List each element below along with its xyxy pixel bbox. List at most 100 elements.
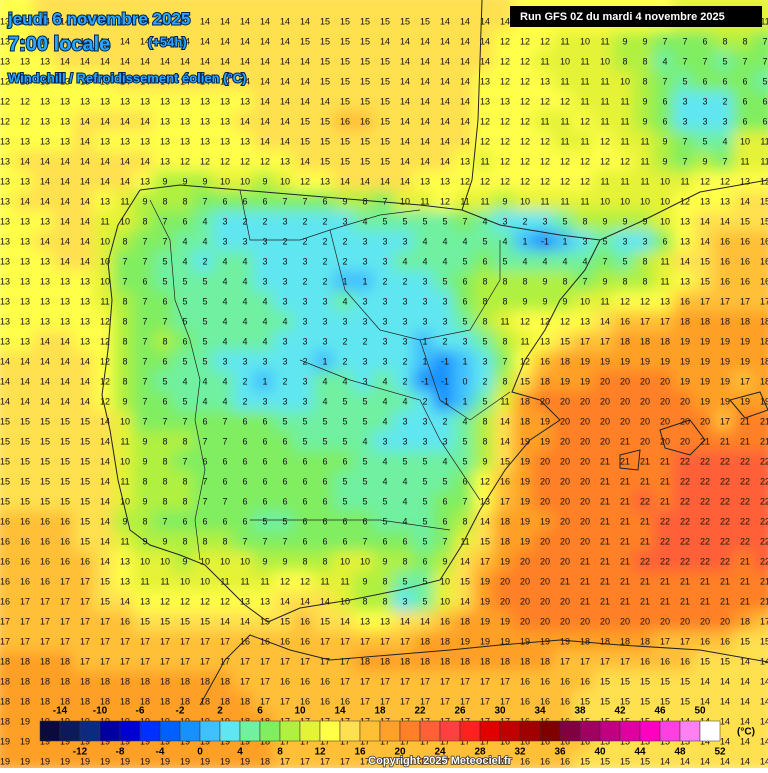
cell xyxy=(293,131,317,153)
cell xyxy=(113,171,137,193)
cell xyxy=(613,191,637,213)
cell-value: 5 xyxy=(462,436,467,446)
cell-value: 13 xyxy=(0,196,10,206)
cell-value: 4 xyxy=(222,316,227,326)
cell-value: 3 xyxy=(262,396,267,406)
cell-value: 7 xyxy=(142,376,147,386)
cell-value: 10 xyxy=(580,296,590,306)
cell-value: 18 xyxy=(580,636,590,646)
cell-value: 5 xyxy=(182,276,187,286)
cell-value: 10 xyxy=(100,236,110,246)
cell-value: 22 xyxy=(680,516,690,526)
cell-value: 14 xyxy=(200,16,210,26)
cell-value: 10 xyxy=(580,36,590,46)
cell xyxy=(713,451,737,473)
cell-value: 15 xyxy=(0,456,10,466)
cell-value: 6 xyxy=(202,516,207,526)
cell-value: 3 xyxy=(402,336,407,346)
cell-value: 14 xyxy=(740,696,750,706)
cell xyxy=(393,151,417,173)
cell xyxy=(93,591,117,613)
cell-value: 15 xyxy=(80,436,90,446)
cell xyxy=(0,631,17,653)
cell-value: 21 xyxy=(660,456,670,466)
cell-value: 9 xyxy=(162,176,167,186)
cell-value: 17 xyxy=(40,616,50,626)
cell-value: 11 xyxy=(460,196,469,206)
cell xyxy=(453,151,477,173)
cell xyxy=(713,391,737,413)
cell-value: 13 xyxy=(220,96,230,106)
cell xyxy=(33,591,57,613)
cell xyxy=(573,671,597,693)
cell-value: 22 xyxy=(760,556,768,566)
cell-value: 4 xyxy=(662,56,667,66)
colorbar-box xyxy=(319,720,341,742)
cell-value: 2 xyxy=(342,356,347,366)
cell-value: 9 xyxy=(282,556,287,566)
cell-value: 3 xyxy=(422,276,427,286)
cell xyxy=(573,371,597,393)
cell-value: 15 xyxy=(740,636,750,646)
cell xyxy=(273,431,297,453)
cell-value: 9 xyxy=(182,556,187,566)
cell-value: 15 xyxy=(720,656,730,666)
cell-value: 6 xyxy=(322,456,327,466)
cell-value: 19 xyxy=(600,356,610,366)
cell-value: 12 xyxy=(720,176,730,186)
cell-value: 14 xyxy=(80,356,90,366)
cell xyxy=(73,191,97,213)
cell xyxy=(393,31,417,53)
cell xyxy=(173,251,197,273)
cell-value: 21 xyxy=(620,476,630,486)
cell xyxy=(393,211,417,233)
cell xyxy=(413,531,437,553)
cell xyxy=(513,131,537,153)
cell xyxy=(413,631,437,653)
cell-value: 12 xyxy=(480,476,490,486)
cell-value: 15 xyxy=(340,76,350,86)
cell-value: 15 xyxy=(320,156,330,166)
cell xyxy=(673,671,697,693)
cell-value: 20 xyxy=(540,556,550,566)
cell xyxy=(653,231,677,253)
cell xyxy=(653,371,677,393)
cell xyxy=(353,691,377,713)
cell-value: 2 xyxy=(302,216,307,226)
cell-value: 18 xyxy=(760,316,768,326)
cell-value: 17 xyxy=(20,636,30,646)
cell xyxy=(33,411,57,433)
cell-value: 8 xyxy=(482,276,487,286)
cell xyxy=(653,511,677,533)
cell xyxy=(33,391,57,413)
cell xyxy=(753,71,768,93)
cell xyxy=(273,591,297,613)
cell-value: 7 xyxy=(202,496,207,506)
cell-value: 1 xyxy=(462,356,467,366)
cell-value: 3 xyxy=(702,96,707,106)
cell xyxy=(73,491,97,513)
cell xyxy=(53,231,77,253)
cell-value: 13 xyxy=(60,316,70,326)
cell-value: 15 xyxy=(340,36,350,46)
cell-value: 20 xyxy=(500,576,510,586)
cell-value: 11 xyxy=(540,196,549,206)
cell-value: 21 xyxy=(660,476,670,486)
cell xyxy=(533,51,557,73)
cell xyxy=(533,471,557,493)
cell xyxy=(753,291,768,313)
cell xyxy=(293,451,317,473)
cell-value: 8 xyxy=(142,216,147,226)
cell-value: 10 xyxy=(400,196,410,206)
cell-value: 22 xyxy=(760,516,768,526)
cell-value: 14 xyxy=(300,16,310,26)
cell-value: 7 xyxy=(202,476,207,486)
cell xyxy=(593,631,617,653)
cell xyxy=(33,491,57,513)
cell-value: 11 xyxy=(620,116,629,126)
cell-value: 4 xyxy=(202,236,207,246)
cell-value: 9 xyxy=(622,216,627,226)
cell-value: 2 xyxy=(242,216,247,226)
cell-value: 21 xyxy=(700,576,710,586)
cell xyxy=(73,431,97,453)
